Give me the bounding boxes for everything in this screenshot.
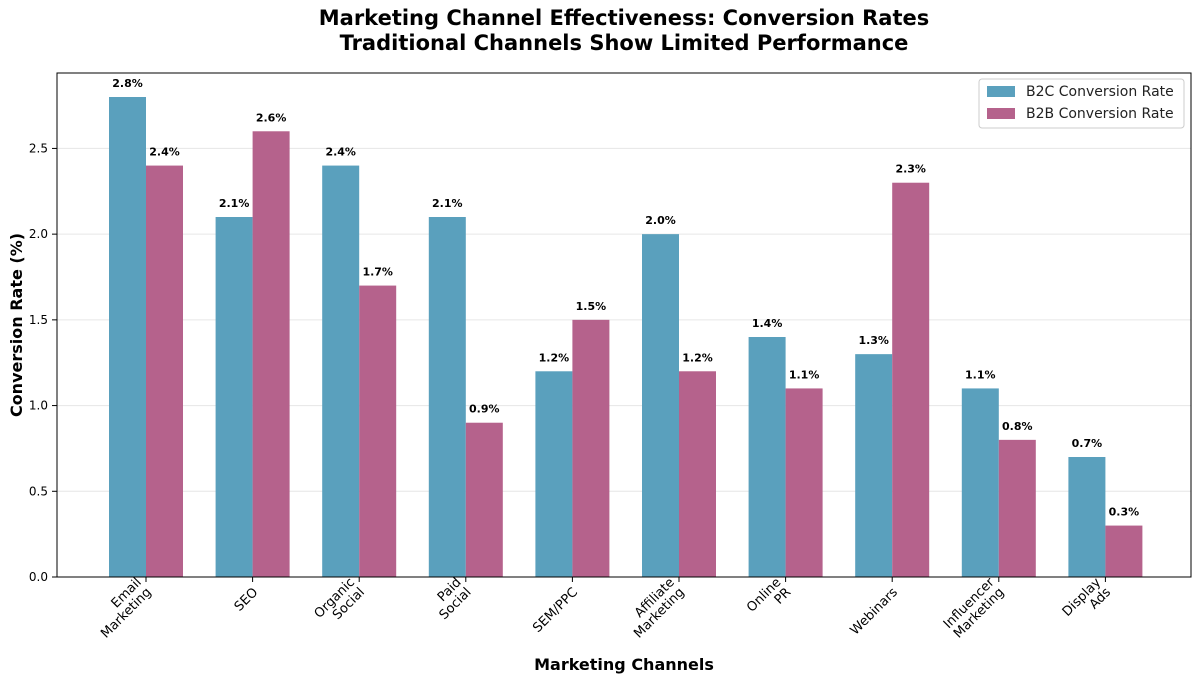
legend: B2C Conversion Rate B2B Conversion Rate <box>978 78 1185 129</box>
bar-b2b <box>572 319 610 577</box>
data-label: 0.8% <box>1002 420 1033 433</box>
data-label: 2.6% <box>256 111 287 124</box>
data-label: 1.4% <box>752 317 783 330</box>
bar-b2c <box>961 388 999 577</box>
bar-b2c <box>855 354 893 577</box>
bar-b2c <box>642 234 679 577</box>
bar-b2b <box>252 131 290 578</box>
data-label: 1.2% <box>539 351 570 364</box>
data-label: 1.5% <box>576 300 607 313</box>
y-tick-label: 2.0 <box>29 227 48 241</box>
bar-b2b <box>998 439 1036 577</box>
x-tick-label: Webinars <box>848 585 901 638</box>
bar-b2b <box>146 165 183 578</box>
bar-b2c <box>322 165 360 578</box>
y-axis-label: Conversion Rate (%) <box>7 233 26 417</box>
data-label: 2.4% <box>149 146 180 159</box>
x-tick-label: SEM/PPC <box>530 585 581 636</box>
data-label: 2.1% <box>219 197 250 210</box>
legend-box <box>978 78 1185 129</box>
x-tick-label-line: SEO <box>232 585 261 614</box>
x-tick-label-line: SEM/PPC <box>530 585 581 636</box>
x-axis-label: Marketing Channels <box>534 655 714 674</box>
legend-label-b2b: B2B Conversion Rate <box>1026 106 1174 122</box>
bar-b2c <box>1068 457 1106 577</box>
data-label: 1.1% <box>965 368 996 381</box>
data-label: 1.2% <box>682 351 713 364</box>
x-tick-label-line: Webinars <box>848 585 901 638</box>
chart-subtitle: Traditional Channels Show Limited Perfor… <box>340 31 909 55</box>
y-tick-label: 0.5 <box>29 484 48 498</box>
data-label: 1.1% <box>789 368 820 381</box>
data-label: 1.7% <box>362 266 393 279</box>
bar-b2c <box>215 217 253 577</box>
legend-swatch-b2b <box>987 108 1015 119</box>
y-tick-label: 0.0 <box>29 570 48 584</box>
y-tick-label: 1.5 <box>29 313 48 327</box>
plot-frame <box>56 72 1192 578</box>
legend-swatch-b2c <box>987 86 1015 97</box>
bar-b2c <box>428 217 466 577</box>
x-tick-label: SEO <box>232 585 261 614</box>
bars <box>109 97 1143 578</box>
data-labels: 2.8% 2.1% 2.4% 2.1% 1.2% 2.0% 1.4% 1.3% 1.1% 0.7%… <box>112 77 1139 519</box>
data-label: 2.4% <box>325 146 356 159</box>
data-label: 0.9% <box>469 403 500 416</box>
chart-title: Marketing Channel Effectiveness: Convers… <box>319 6 930 30</box>
bar-b2b <box>785 388 823 577</box>
data-label: 1.3% <box>858 334 889 347</box>
y-tick-label: 1.0 <box>29 399 48 413</box>
bar-b2b <box>1105 525 1143 577</box>
bar-b2c <box>535 371 573 577</box>
data-label: 0.7% <box>1072 437 1103 450</box>
bar-b2c <box>109 97 146 577</box>
data-label: 2.3% <box>895 163 926 176</box>
legend-label-b2c: B2C Conversion Rate <box>1026 84 1174 100</box>
data-label: 0.3% <box>1109 506 1140 519</box>
y-tick-label: 2.5 <box>29 141 48 155</box>
data-label: 2.0% <box>645 214 676 227</box>
y-axis-ticks: 0.0 0.5 1.0 1.5 2.0 2.5 <box>29 141 57 584</box>
bar-b2b <box>465 422 503 577</box>
data-label: 2.1% <box>432 197 463 210</box>
bar-b2b <box>679 371 716 577</box>
bar-b2b <box>359 285 397 577</box>
bar-b2c <box>748 337 786 577</box>
bar-b2b <box>892 182 930 577</box>
data-label: 2.8% <box>112 77 143 90</box>
